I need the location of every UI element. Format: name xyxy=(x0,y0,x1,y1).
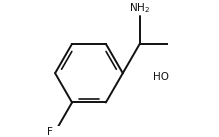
Text: F: F xyxy=(47,127,53,137)
Text: HO: HO xyxy=(153,72,169,82)
Text: NH$_2$: NH$_2$ xyxy=(129,1,150,15)
